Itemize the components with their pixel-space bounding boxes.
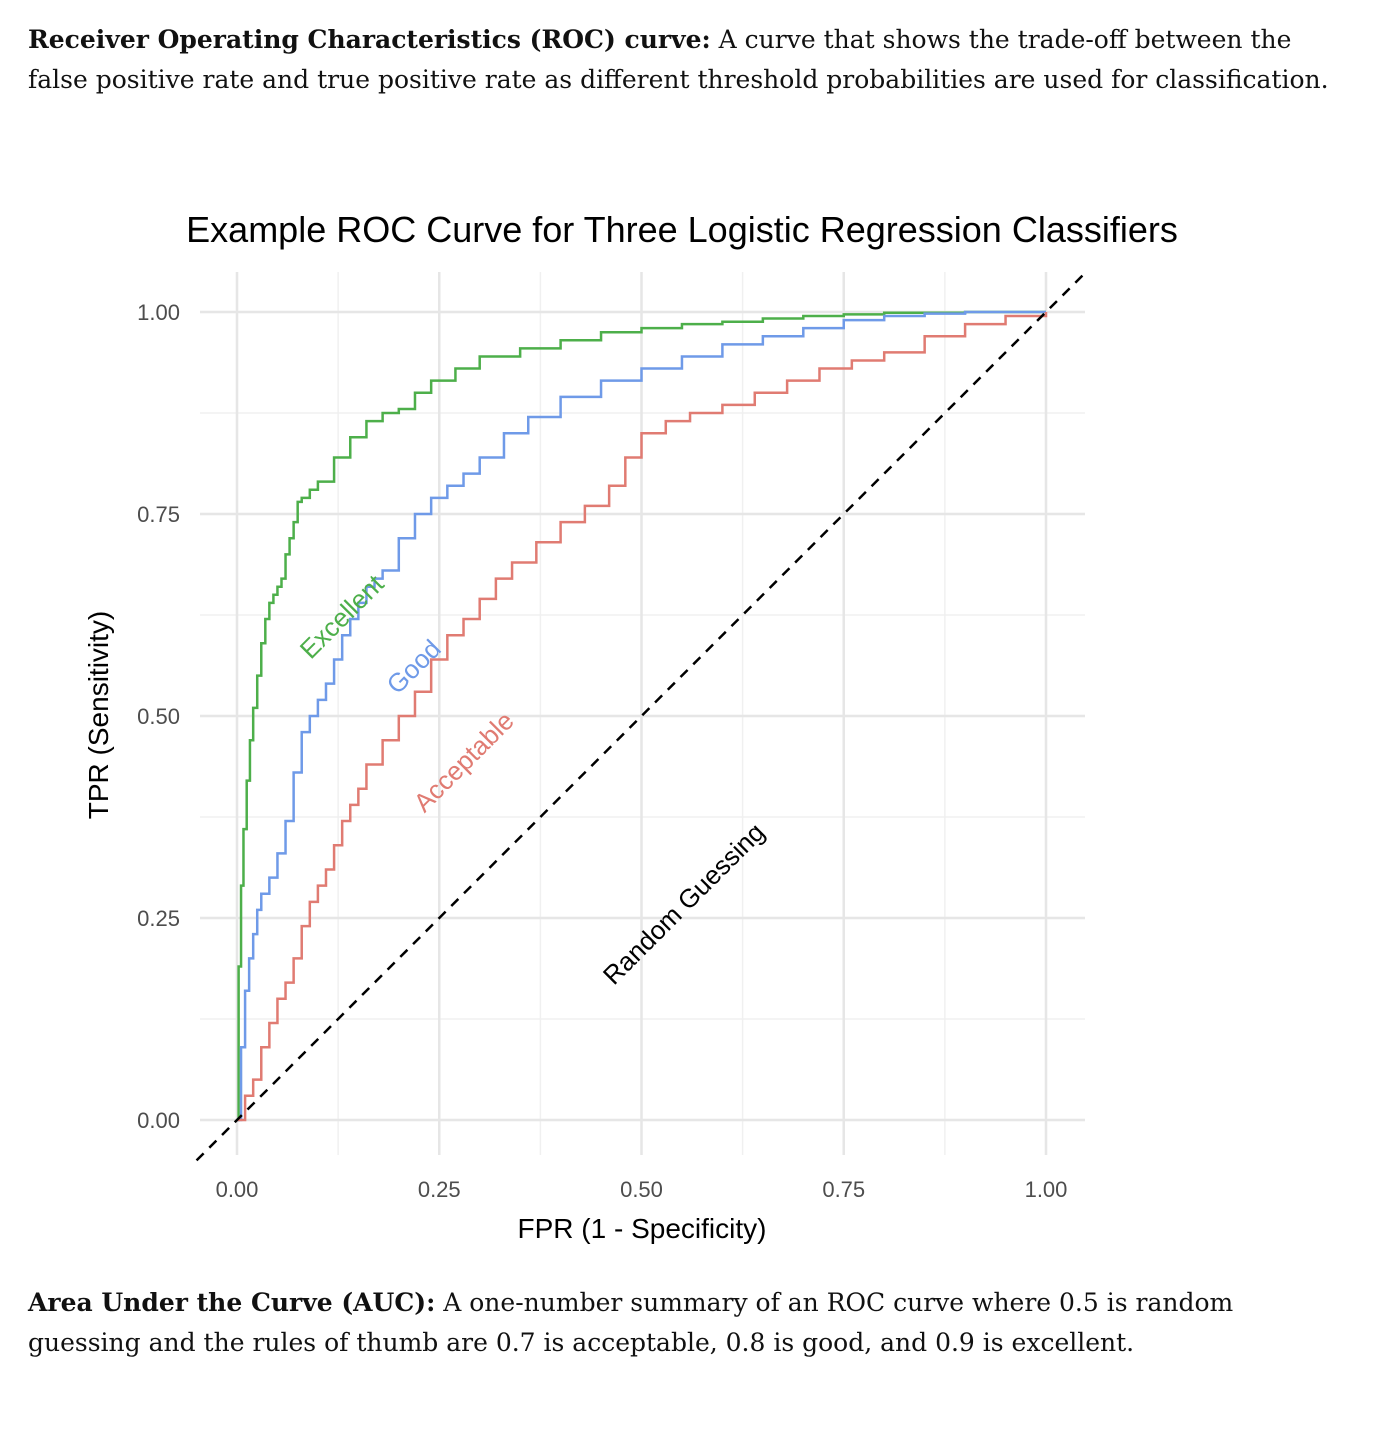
- chart-title: Example ROC Curve for Three Logistic Reg…: [186, 209, 1178, 250]
- auc-definition-text: A one-number summary of an ROC curve whe…: [28, 1288, 1234, 1357]
- x-tick-label: 0.00: [216, 1177, 259, 1202]
- x-axis-label: FPR (1 - Specificity): [518, 1213, 767, 1244]
- y-tick-label: 0.25: [137, 906, 180, 931]
- roc-curve-acceptable: [237, 312, 1048, 1122]
- x-tick-label: 0.75: [822, 1177, 865, 1202]
- y-tick-label: 0.75: [137, 502, 180, 527]
- y-axis-label: TPR (Sensitivity): [83, 611, 114, 819]
- roc-chart: Example ROC Curve for Three Logistic Reg…: [83, 209, 1178, 1244]
- x-tick-label: 0.25: [418, 1177, 461, 1202]
- roc-curve-excellent: [237, 310, 1046, 1122]
- x-tick-label: 0.50: [620, 1177, 663, 1202]
- random-guessing-line: [195, 270, 1088, 1162]
- curves: [195, 270, 1088, 1162]
- y-tick-label: 0.50: [137, 704, 180, 729]
- x-tick-label: 1.00: [1025, 1177, 1068, 1202]
- roc-definition: Receiver Operating Characteristics (ROC)…: [28, 20, 1348, 100]
- auc-definition: Area Under the Curve (AUC): A one-number…: [28, 1283, 1348, 1363]
- roc-definition-term: Receiver Operating Characteristics (ROC)…: [28, 25, 711, 54]
- roc-curve-good: [237, 310, 1046, 1122]
- y-tick-label: 1.00: [137, 300, 180, 325]
- y-tick-label: 0.00: [137, 1108, 180, 1133]
- tick-labels: 0.00 0.25 0.50 0.75 1.00 0.00 0.25 0.50 0.75 1.00: [137, 300, 1067, 1202]
- curve-label-random-guessing: Random Guessing: [597, 817, 770, 990]
- auc-definition-term: Area Under the Curve (AUC):: [28, 1288, 436, 1317]
- curve-label-good: Good: [381, 634, 447, 700]
- grid: [200, 272, 1085, 1155]
- curve-label-acceptable: Acceptable: [408, 706, 520, 818]
- roc-definition-text: A curve that shows the trade-off between…: [28, 25, 1329, 94]
